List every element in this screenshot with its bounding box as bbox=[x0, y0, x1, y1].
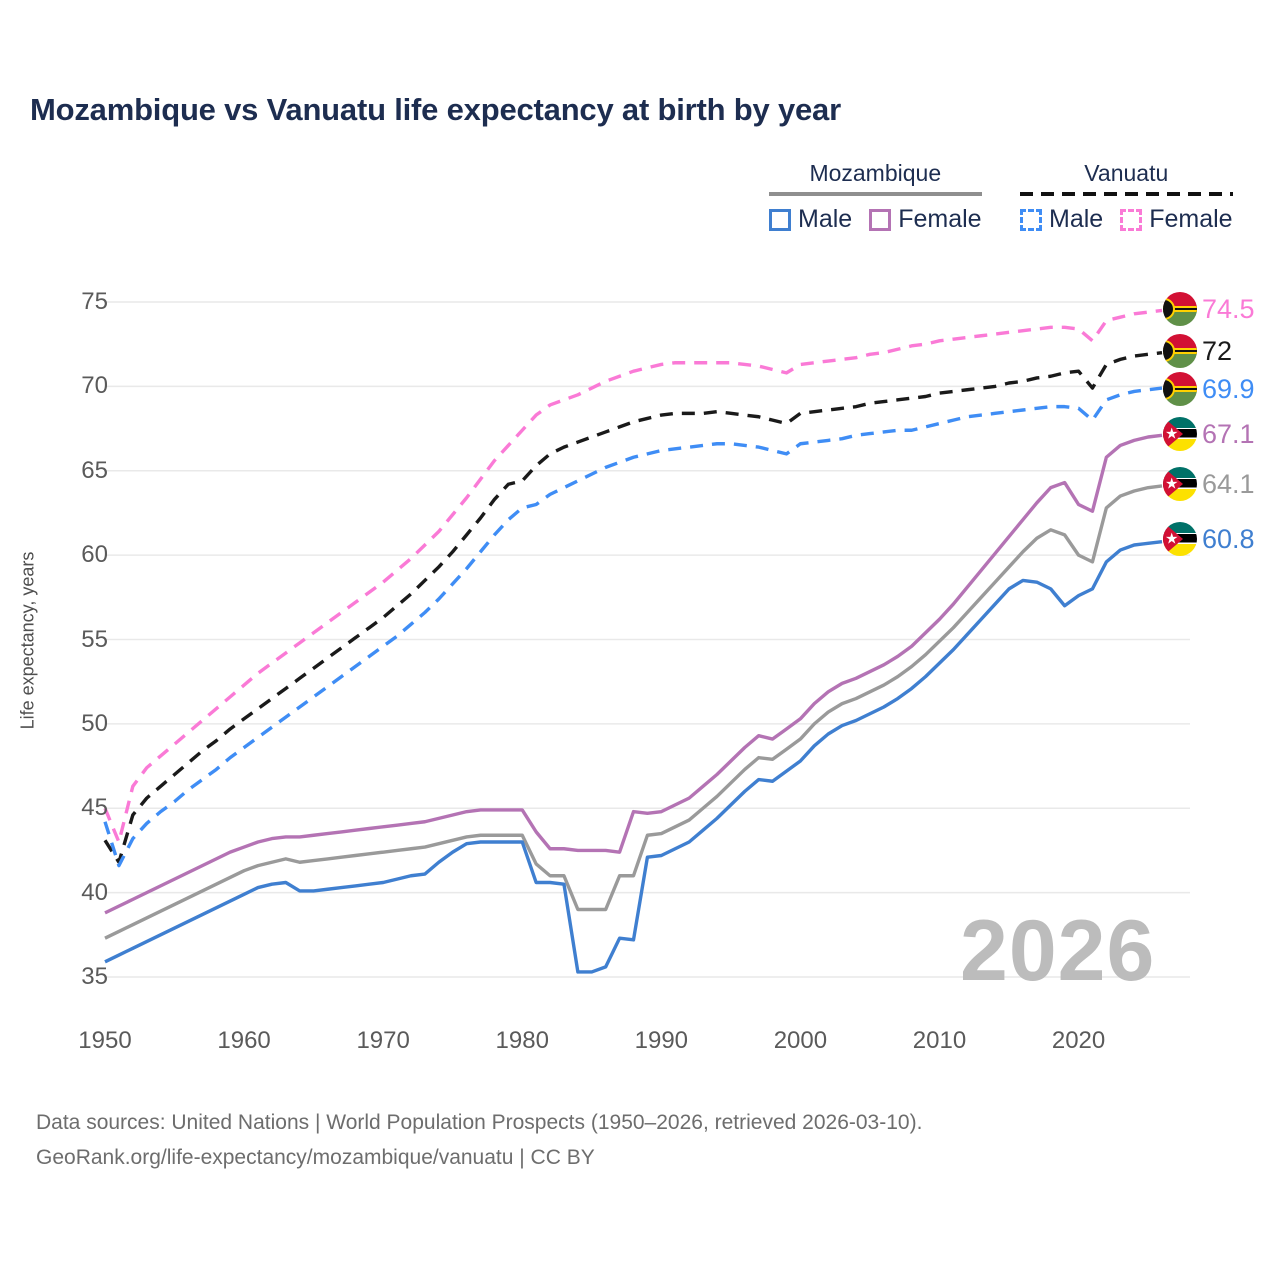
y-axis-tick-label: 65 bbox=[81, 456, 108, 484]
x-axis-tick-label: 1980 bbox=[495, 1027, 549, 1054]
legend-label-vanuatu-male: Male bbox=[1049, 205, 1104, 233]
flag-icon-mozambique bbox=[1163, 522, 1197, 556]
y-axis-tick-label: 75 bbox=[81, 288, 108, 315]
series-line bbox=[104, 433, 1163, 915]
end-label-value: 64.1 bbox=[1202, 468, 1255, 499]
legend-item-vanuatu-female[interactable]: Female bbox=[1120, 205, 1233, 234]
legend-country-name-mozambique: Mozambique bbox=[809, 160, 942, 186]
x-axis-tick-label: 2000 bbox=[773, 1027, 828, 1054]
flag-icon-vanuatu bbox=[1163, 292, 1197, 326]
series-line bbox=[104, 484, 1163, 940]
legend-label-mozambique-female: Female bbox=[898, 205, 982, 233]
legend-swatch-icon-vanuatu-male bbox=[1020, 208, 1042, 231]
end-label-value: 74.5 bbox=[1202, 293, 1255, 324]
series-end-label: 69.9 bbox=[1163, 372, 1255, 406]
year-watermark: 2026 bbox=[960, 903, 1156, 999]
y-axis-tick-label: 45 bbox=[81, 794, 108, 822]
legend-group-mozambique: Mozambique Male Female bbox=[769, 160, 982, 234]
footer-line-sources: Data sources: United Nations | World Pop… bbox=[36, 1111, 923, 1134]
y-axis-tick-label: 50 bbox=[81, 709, 108, 737]
legend-item-mozambique-female[interactable]: Female bbox=[869, 205, 982, 234]
y-axis-tick-label: 60 bbox=[81, 541, 108, 569]
legend-item-vanuatu-male[interactable]: Male bbox=[1020, 205, 1103, 234]
y-axis-tick-label: 55 bbox=[81, 625, 108, 653]
series-line bbox=[104, 539, 1163, 974]
series-end-label: 67.1 bbox=[1163, 417, 1255, 451]
legend-item-mozambique-male[interactable]: Male bbox=[769, 205, 852, 234]
flag-icon-vanuatu bbox=[1163, 372, 1197, 406]
legend-country-name-vanuatu: Vanuatu bbox=[1084, 160, 1169, 186]
end-label-value: 67.1 bbox=[1202, 418, 1255, 449]
legend-group-vanuatu: Vanuatu Male Female bbox=[1020, 160, 1233, 234]
x-axis-tick-label: 2010 bbox=[912, 1027, 967, 1054]
legend-swatch-icon-mozambique-male bbox=[769, 208, 791, 231]
x-axis-tick-label: 1950 bbox=[78, 1027, 132, 1054]
x-axis-tick-label: 2020 bbox=[1051, 1027, 1106, 1054]
legend-swatch-icon-vanuatu-female bbox=[1120, 208, 1143, 231]
series-end-label: 60.8 bbox=[1163, 522, 1255, 556]
legend-swatch-icon-mozambique-female bbox=[869, 208, 892, 231]
chart-legend: Mozambique Male Female Vanuatu Male bbox=[760, 160, 1260, 240]
legend-label-mozambique-male: Male bbox=[798, 205, 853, 233]
legend-rule-mozambique bbox=[769, 192, 982, 196]
legend-rule-vanuatu bbox=[1020, 192, 1233, 196]
footer-line-url: GeoRank.org/life-expectancy/mozambique/v… bbox=[36, 1145, 595, 1169]
y-axis-tick-label: 70 bbox=[81, 372, 108, 400]
series-line bbox=[103, 386, 1163, 868]
series-end-label: 74.5 bbox=[1163, 292, 1255, 326]
flag-icon-mozambique bbox=[1163, 467, 1197, 501]
chart-footer: Data sources: United Nations | World Pop… bbox=[36, 1106, 922, 1175]
series-line bbox=[103, 350, 1163, 864]
x-axis-tick-label: 1970 bbox=[356, 1027, 410, 1054]
y-axis-tick-label: 35 bbox=[81, 963, 108, 990]
legend-label-vanuatu-female: Female bbox=[1149, 205, 1233, 233]
end-label-value: 69.9 bbox=[1202, 373, 1255, 404]
series-end-label: 72 bbox=[1163, 334, 1232, 368]
series-end-label: 64.1 bbox=[1163, 467, 1255, 501]
end-label-value: 60.8 bbox=[1202, 523, 1255, 554]
flag-icon-mozambique bbox=[1163, 417, 1197, 451]
x-axis-tick-label: 1990 bbox=[634, 1027, 689, 1054]
flag-icon-vanuatu bbox=[1163, 334, 1197, 368]
end-label-value: 72 bbox=[1202, 335, 1233, 366]
y-axis-tick-label: 40 bbox=[81, 878, 108, 906]
page-title: Mozambique vs Vanuatu life expectancy at… bbox=[30, 92, 841, 127]
x-axis-tick-label: 1960 bbox=[217, 1027, 271, 1054]
series-line bbox=[103, 308, 1163, 844]
